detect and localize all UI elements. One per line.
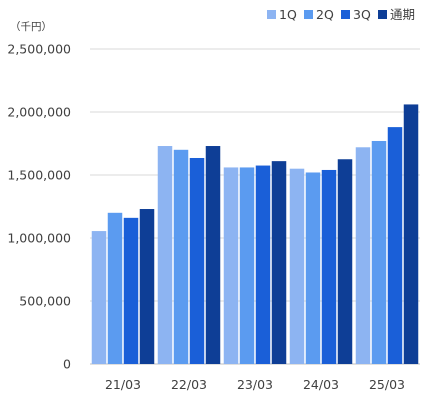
bar-24-03-2Q	[305, 172, 321, 364]
bar-24-03-3Q	[321, 169, 337, 364]
legend-label: 2Q	[316, 7, 334, 22]
bar-23-03-2Q	[239, 167, 255, 364]
legend: 1Q 2Q 3Q 通期	[267, 7, 415, 22]
bar-23-03-3Q	[255, 165, 271, 364]
unit-label: （千円）	[10, 21, 52, 33]
x-axis-ticks: 21/03 22/03 23/03 24/03 25/03	[105, 377, 405, 392]
y-tick-label: 500,000	[19, 294, 71, 309]
x-tick-label: 25/03	[369, 377, 405, 392]
bar-23-03-通期	[271, 161, 287, 364]
x-tick-label: 24/03	[303, 377, 339, 392]
bar-22-03-通期	[205, 146, 221, 364]
x-tick-label: 21/03	[105, 377, 141, 392]
legend-label: 3Q	[353, 7, 371, 22]
bar-22-03-1Q	[157, 146, 173, 364]
bar-24-03-1Q	[289, 168, 305, 364]
bars	[91, 104, 419, 365]
bar-21-03-3Q	[123, 217, 139, 364]
x-tick-label: 23/03	[237, 377, 273, 392]
bar-25-03-2Q	[371, 140, 387, 364]
y-tick-label: 2,000,000	[7, 105, 71, 120]
y-axis-ticks: 0 500,000 1,000,000 1,500,000 2,000,000 2,500…	[7, 42, 71, 372]
bar-21-03-2Q	[107, 212, 123, 364]
legend-swatch	[304, 10, 313, 19]
y-tick-label: 1,500,000	[7, 168, 71, 183]
legend-swatch	[341, 10, 350, 19]
bar-25-03-通期	[403, 104, 419, 364]
y-tick-label: 2,500,000	[7, 42, 71, 57]
bar-21-03-1Q	[91, 231, 107, 364]
bar-22-03-3Q	[189, 157, 205, 364]
gridlines	[90, 48, 420, 365]
bar-23-03-1Q	[223, 167, 239, 364]
bar-25-03-3Q	[387, 127, 403, 365]
bar-25-03-1Q	[355, 147, 371, 364]
y-tick-label: 1,000,000	[7, 231, 71, 246]
legend-label: 通期	[390, 7, 415, 22]
bar-24-03-通期	[337, 159, 353, 364]
bar-21-03-通期	[139, 209, 155, 364]
legend-swatch	[378, 10, 387, 19]
legend-swatch	[267, 10, 276, 19]
x-tick-label: 22/03	[171, 377, 207, 392]
bar-22-03-2Q	[173, 149, 189, 364]
legend-label: 1Q	[279, 7, 297, 22]
y-tick-label: 0	[63, 357, 71, 372]
